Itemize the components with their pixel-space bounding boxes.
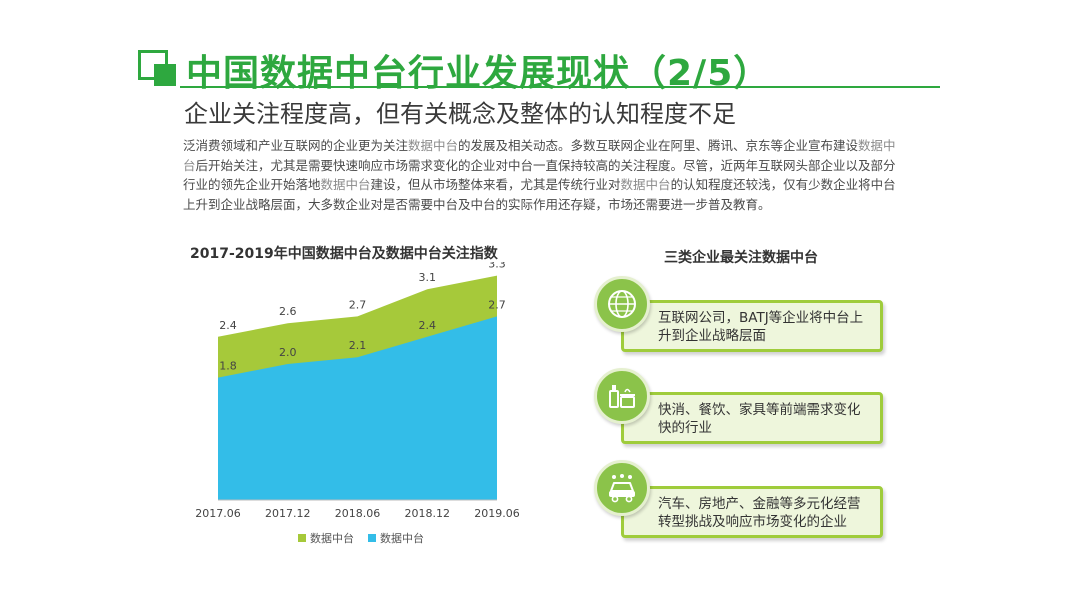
x-tick-label: 2019.06	[474, 507, 520, 520]
intro-text-1: 泛消费领域和产业互联网的企业更为关注	[183, 138, 409, 153]
intro-text-5: 的认知程度还较浅，仅有少数企业将中台上升到企业战略层面，大多数企业对是否需要中台…	[183, 177, 896, 212]
data-label: 2.7	[488, 298, 506, 311]
focus-card-text: 互联网公司，BATJ等企业将中台上升到企业战略层面	[658, 310, 864, 344]
intro-paragraph: 泛消费领域和产业互联网的企业更为关注数据中台的发展及相关动态。多数互联网企业在阿…	[183, 136, 908, 214]
panel-title: 三类企业最关注数据中台	[664, 250, 818, 266]
consumer-goods-icon	[594, 368, 650, 424]
legend-swatch-series-1	[298, 534, 306, 542]
chart-title: 2017-2019年中国数据中台及数据中台关注指数	[190, 246, 498, 262]
data-label: 2.0	[279, 346, 297, 359]
intro-text-4: 建设，但从市场整体来看，尤其是传统行业对	[370, 177, 621, 192]
data-label: 1.8	[219, 360, 237, 373]
data-label: 3.3	[488, 262, 506, 271]
globe-icon	[594, 276, 650, 332]
intro-text-2: 的发展及相关动态。多数互联网企业在阿里、腾讯、京东等企业宣布建设	[458, 138, 859, 153]
focus-card-internet: 互联网公司，BATJ等企业将中台上升到企业战略层面	[621, 300, 883, 352]
legend-item-series-1: 数据中台	[298, 530, 354, 546]
page-subtitle: 企业关注程度高，但有关概念及整体的认知程度不足	[184, 100, 736, 128]
legend-label-series-2: 数据中台	[380, 532, 424, 545]
data-label: 3.1	[419, 271, 437, 284]
area-chart: 2.4 2.6 2.7 3.1 3.3 1.8 2.0 2.1 2.4 2.7 2017.06 201…	[195, 262, 520, 520]
area-series-2	[218, 316, 497, 500]
data-label: 2.1	[349, 339, 367, 352]
focus-card-consumer: 快消、餐饮、家具等前端需求变化快的行业	[621, 392, 883, 444]
data-label: 2.4	[419, 319, 437, 332]
intro-text-3: 后开始关注，尤其是需要快速响应市场需求变化的企业对中台一直保持较高的关注程度。尽…	[183, 157, 896, 193]
title-logo-mark	[138, 50, 182, 86]
focus-card-text: 汽车、房地产、金融等多元化经营转型挑战及响应市场变化的企业	[658, 496, 861, 530]
chart-legend: 数据中台 数据中台	[298, 530, 424, 546]
focus-card-text: 快消、餐饮、家具等前端需求变化快的行业	[658, 402, 861, 436]
legend-swatch-series-2	[368, 534, 376, 542]
page-title: 中国数据中台行业发展现状（2/5）	[186, 53, 771, 94]
x-tick-label: 2017.06	[195, 507, 241, 520]
x-tick-label: 2017.12	[265, 507, 311, 520]
intro-keyword-2: 数据中台	[183, 138, 896, 173]
data-label: 2.6	[279, 305, 297, 318]
x-tick-label: 2018.06	[335, 507, 381, 520]
intro-keyword-1: 数据中台	[408, 138, 459, 153]
data-label: 2.7	[349, 298, 367, 311]
data-label: 2.4	[219, 319, 237, 332]
intro-keyword-3: 数据中台	[320, 177, 371, 192]
title-divider	[180, 86, 940, 88]
x-tick-label: 2018.12	[405, 507, 451, 520]
intro-keyword-4: 数据中台	[620, 177, 671, 192]
focus-card-diversified: 汽车、房地产、金融等多元化经营转型挑战及响应市场变化的企业	[621, 486, 883, 538]
car-icon	[594, 460, 650, 516]
legend-label-series-1: 数据中台	[310, 532, 354, 545]
legend-item-series-2: 数据中台	[368, 530, 424, 546]
